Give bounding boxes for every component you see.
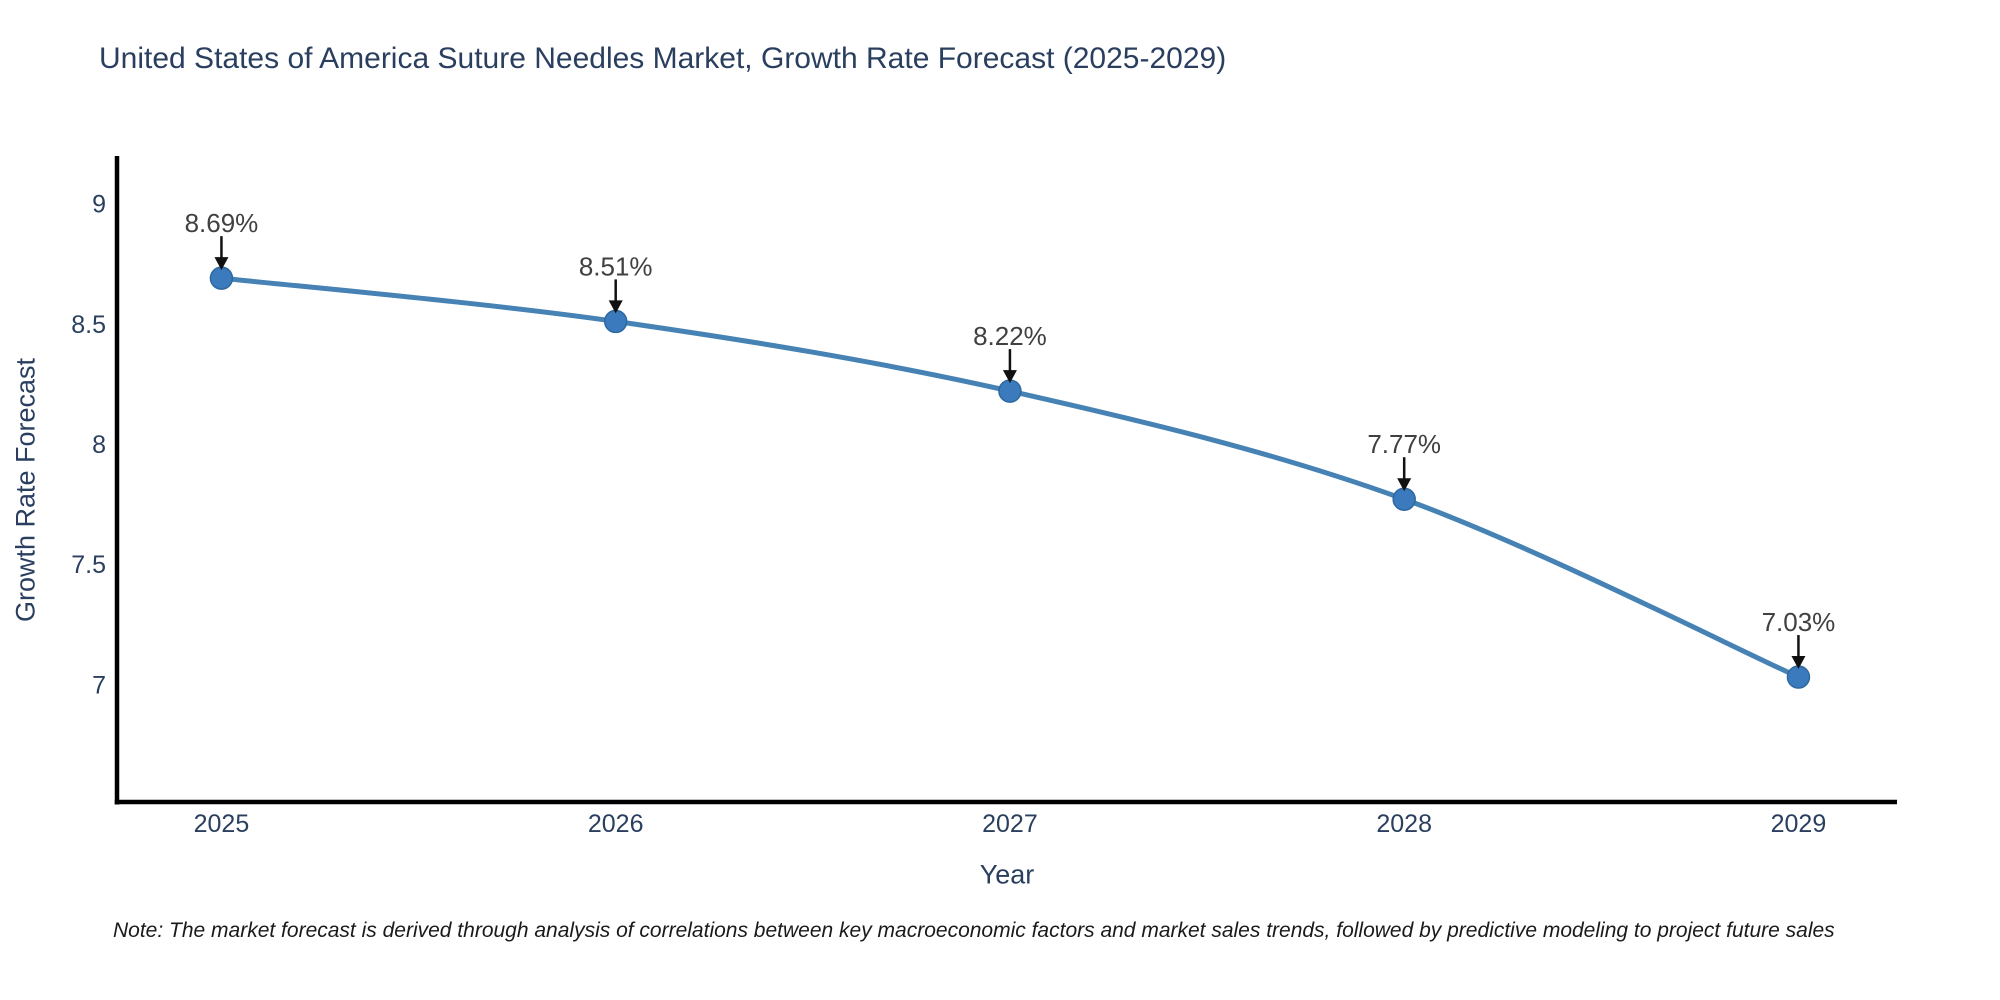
data-point: [998, 379, 1022, 403]
y-tick-label: 7.5: [71, 551, 106, 579]
x-tick-label: 2025: [194, 810, 250, 838]
annotation-arrow-head: [1791, 656, 1806, 670]
y-axis-title: Growth Rate Forecast: [10, 357, 41, 623]
annotation-arrow-head: [1002, 370, 1017, 384]
y-tick-label: 8.5: [71, 311, 106, 339]
chart-title: United States of America Suture Needles …: [99, 42, 1227, 75]
x-tick-label: 2029: [1771, 810, 1827, 838]
x-tick-label: 2028: [1376, 810, 1432, 838]
footnote-text: Note: The market forecast is derived thr…: [113, 919, 1835, 942]
point-value-label: 7.03%: [1762, 607, 1836, 637]
data-point: [1786, 665, 1811, 689]
y-tick-label: 7: [92, 671, 106, 699]
x-axis-title: Year: [979, 859, 1035, 890]
x-tick-label: 2026: [588, 810, 644, 838]
y-tick-label: 9: [92, 191, 106, 219]
data-point: [1392, 487, 1416, 511]
annotation-arrow-head: [214, 257, 229, 271]
point-value-label: 7.77%: [1367, 429, 1441, 459]
x-tick-label: 2027: [982, 810, 1038, 838]
point-value-label: 8.51%: [579, 251, 653, 281]
data-point: [603, 309, 628, 334]
annotation-arrow-head: [1397, 478, 1412, 492]
annotation-arrow-head: [608, 300, 623, 314]
data-point: [209, 266, 234, 290]
point-value-label: 8.69%: [185, 208, 259, 238]
point-value-label: 8.22%: [973, 321, 1047, 351]
y-tick-label: 8: [92, 431, 106, 459]
